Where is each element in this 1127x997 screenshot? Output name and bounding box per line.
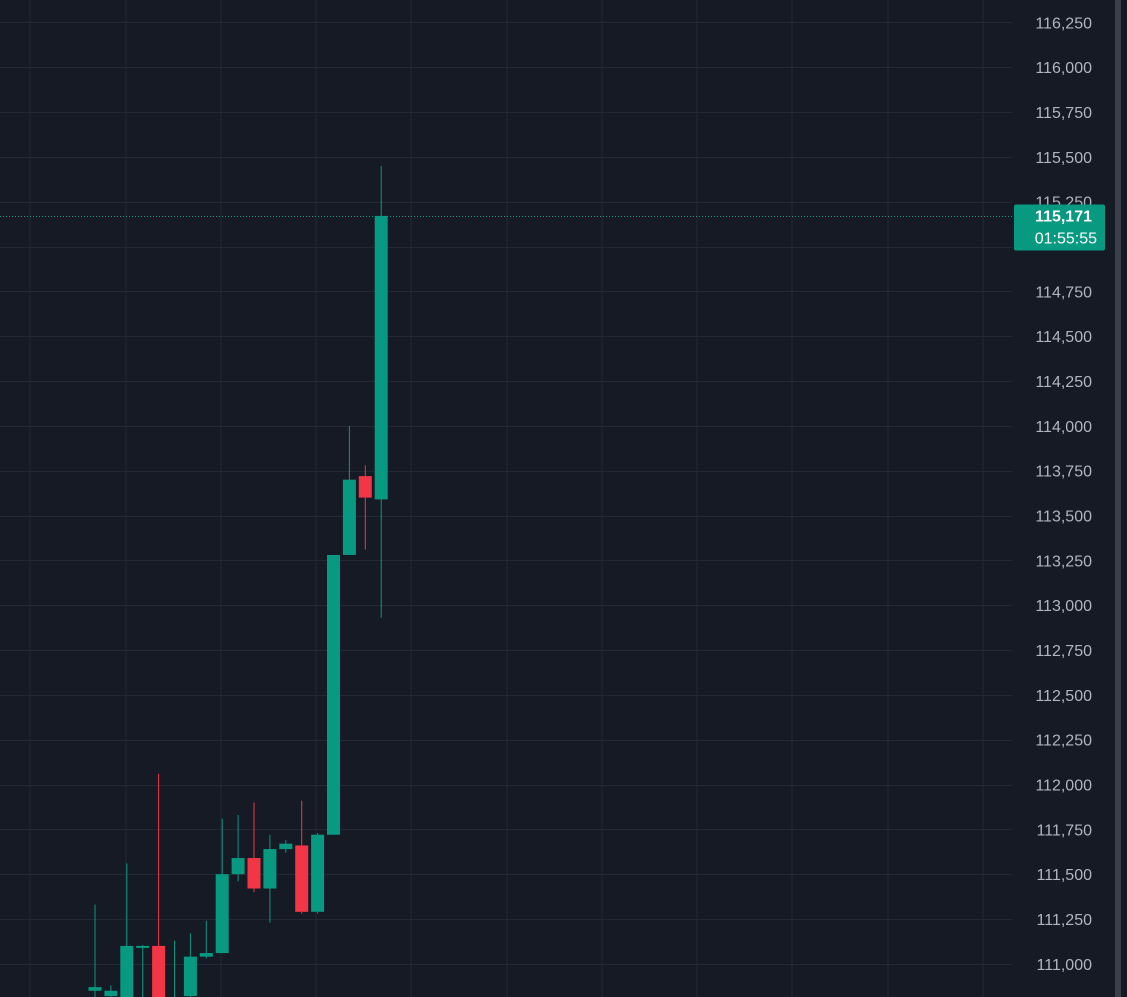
price-scale-label: 116,000 <box>1035 60 1092 77</box>
candle-body-up <box>374 215 388 500</box>
price-scale-label: 112,750 <box>1035 643 1092 660</box>
candle-body-up <box>199 953 213 957</box>
price-scale-label: 111,750 <box>1037 822 1093 839</box>
price-scale-label: 113,500 <box>1035 509 1092 526</box>
price-scale-label: 112,500 <box>1035 688 1092 705</box>
candle-body-up <box>279 843 293 850</box>
price-scale-label: 114,000 <box>1035 419 1092 436</box>
price-scale-label: 111,000 <box>1037 957 1093 974</box>
candle-body-up <box>88 987 102 991</box>
candle-body-up <box>104 990 118 997</box>
candle-body-down <box>152 945 166 997</box>
price-scale-label: 115,750 <box>1035 105 1092 122</box>
price-scale-label: 116,250 <box>1035 15 1092 32</box>
candle-body-up <box>311 834 325 912</box>
candle-body-up <box>183 956 197 997</box>
candle-body-down <box>247 858 261 889</box>
countdown-label: 01:55:55 <box>1035 231 1097 248</box>
price-scale-label: 115,500 <box>1035 150 1092 167</box>
price-scale-label: 114,750 <box>1035 284 1092 301</box>
price-scale-label: 112,250 <box>1035 733 1092 750</box>
price-scale-label: 113,250 <box>1035 553 1092 570</box>
candle-body-down <box>295 845 309 912</box>
price-scale-label: 113,750 <box>1035 464 1092 481</box>
candle-body-up <box>263 849 277 889</box>
grid <box>0 0 1012 997</box>
candle-body-up <box>342 479 356 555</box>
candle-body-up <box>231 858 245 875</box>
current-price-badge: 115,171 01:55:55 <box>1014 204 1105 251</box>
current-price-badge-background <box>1014 204 1105 251</box>
price-scale-label: 114,250 <box>1035 374 1092 391</box>
price-scale-label: 112,000 <box>1035 778 1092 795</box>
price-scale-label: 114,500 <box>1035 329 1092 346</box>
candles <box>88 165 388 997</box>
candle-body-up <box>136 945 150 948</box>
candle-body-down <box>358 476 372 498</box>
current-price-label: 115,171 <box>1035 209 1092 226</box>
price-scale[interactable]: 116,250116,000115,750115,500115,250114,7… <box>1035 15 1092 973</box>
candle-body-up <box>215 874 229 954</box>
price-scale-label: 111,250 <box>1037 912 1093 929</box>
candle-body-up <box>327 554 340 835</box>
price-scale-label: 111,500 <box>1037 867 1093 884</box>
candle-body-up <box>120 945 134 997</box>
scrollbar[interactable] <box>1115 0 1121 997</box>
price-scale-label: 113,000 <box>1035 598 1092 615</box>
